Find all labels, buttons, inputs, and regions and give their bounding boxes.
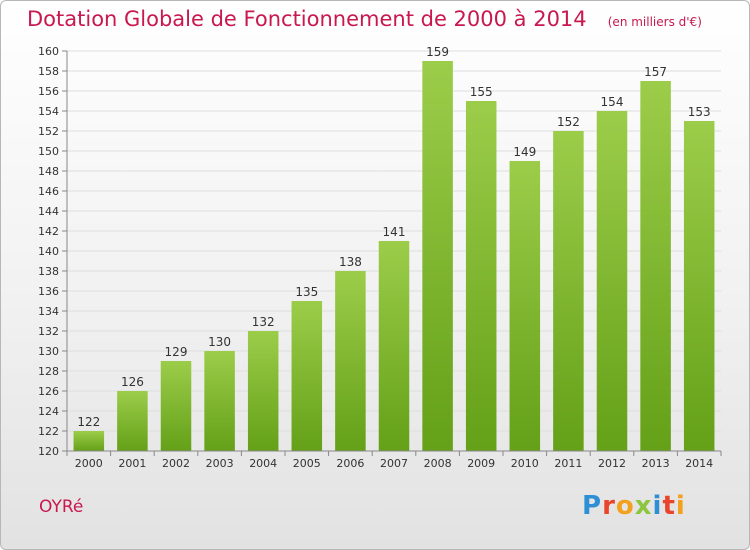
bar xyxy=(422,61,453,451)
y-tick-label: 144 xyxy=(38,205,59,218)
bar xyxy=(247,331,279,451)
data-label: 153 xyxy=(688,105,711,119)
y-tick-label: 158 xyxy=(38,65,59,78)
data-label: 159 xyxy=(426,45,449,59)
bar xyxy=(73,431,105,451)
y-tick-label: 130 xyxy=(38,345,59,358)
bar xyxy=(509,161,541,451)
y-tick-label: 150 xyxy=(38,145,59,158)
chart-unit: (en milliers d'€) xyxy=(607,15,702,29)
x-axis-ticks: 2000 2001 2002 2003 2004 2005 2006 2007 2008 2009… xyxy=(66,451,722,470)
y-tick-label: 140 xyxy=(38,245,59,258)
data-label: 141 xyxy=(383,225,406,239)
x-tick-label: 2002 xyxy=(162,457,190,470)
x-tick-label: 2007 xyxy=(380,457,408,470)
x-tick-label: 2001 xyxy=(118,457,146,470)
x-tick-label: 2012 xyxy=(598,457,626,470)
x-tick-label: 2013 xyxy=(642,457,670,470)
bars: 122 126 129 130 132 135 138 141 159 155 149 152 154 1… xyxy=(73,45,715,451)
y-tick-label: 132 xyxy=(38,325,59,338)
y-tick-label: 156 xyxy=(38,85,59,98)
x-tick-label: 2006 xyxy=(336,457,364,470)
y-tick-label: 154 xyxy=(38,105,59,118)
logo-letter: i xyxy=(652,491,663,521)
logo-letter: t xyxy=(662,491,676,521)
y-tick-label: 152 xyxy=(38,125,59,138)
bar xyxy=(160,361,192,451)
x-tick-label: 2005 xyxy=(293,457,321,470)
y-tick-label: 124 xyxy=(38,405,59,418)
y-tick-label: 142 xyxy=(38,225,59,238)
bar xyxy=(291,301,323,451)
data-label: 130 xyxy=(208,335,231,349)
data-label: 132 xyxy=(252,315,275,329)
x-tick-label: 2004 xyxy=(249,457,277,470)
commune-name: OYRé xyxy=(39,497,84,517)
bar xyxy=(683,121,715,451)
y-tick-label: 122 xyxy=(38,425,59,438)
data-label: 154 xyxy=(601,95,624,109)
y-tick-label: 138 xyxy=(38,265,59,278)
bar xyxy=(596,111,628,451)
data-label: 149 xyxy=(513,145,536,159)
y-axis-ticks: 120 122 124 126 128 130 132 134 136 138 140 142 144 1… xyxy=(38,45,67,458)
data-label: 155 xyxy=(470,85,493,99)
y-tick-label: 148 xyxy=(38,165,59,178)
logo-letter: r xyxy=(602,491,616,521)
y-tick-label: 128 xyxy=(38,365,59,378)
x-tick-label: 2014 xyxy=(685,457,713,470)
bar xyxy=(378,241,410,451)
bar xyxy=(335,271,366,451)
proxiti-logo: Proxiti xyxy=(582,491,686,521)
bar xyxy=(640,81,671,451)
y-tick-label: 120 xyxy=(38,445,59,458)
data-label: 138 xyxy=(339,255,362,269)
x-tick-label: 2000 xyxy=(75,457,103,470)
x-tick-label: 2010 xyxy=(511,457,539,470)
data-label: 157 xyxy=(644,65,667,79)
y-tick-label: 134 xyxy=(38,305,59,318)
bar xyxy=(204,351,235,451)
y-tick-label: 126 xyxy=(38,385,59,398)
chart-title-block: Dotation Globale de Fonctionnement de 20… xyxy=(27,7,702,31)
bar xyxy=(117,391,148,451)
logo-letter: P xyxy=(582,491,603,521)
y-tick-label: 146 xyxy=(38,185,59,198)
logo-letter: i xyxy=(675,491,686,521)
data-label: 126 xyxy=(121,375,144,389)
axes xyxy=(66,51,721,452)
y-tick-label: 160 xyxy=(38,45,59,58)
x-tick-label: 2011 xyxy=(554,457,582,470)
y-tick-label: 136 xyxy=(38,285,59,298)
x-tick-label: 2009 xyxy=(467,457,495,470)
chart-title: Dotation Globale de Fonctionnement de 20… xyxy=(27,7,587,31)
data-label: 152 xyxy=(557,115,580,129)
logo-letter: x xyxy=(634,491,653,521)
data-label: 129 xyxy=(165,345,188,359)
x-tick-label: 2008 xyxy=(424,457,452,470)
data-label: 122 xyxy=(77,415,100,429)
data-label: 135 xyxy=(295,285,318,299)
logo-letter: o xyxy=(615,491,635,521)
bar xyxy=(553,131,584,451)
bar xyxy=(465,101,497,451)
x-tick-label: 2003 xyxy=(206,457,234,470)
